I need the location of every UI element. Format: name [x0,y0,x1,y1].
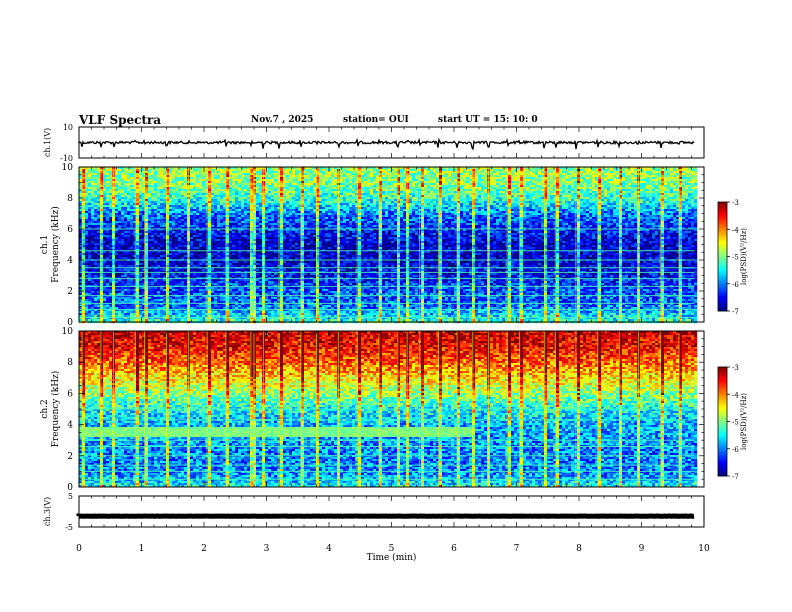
colorbar-label: log(PSD)(V²/Hz) [740,393,748,450]
station-label: station= OUI [343,115,409,125]
channel-1-spectrogram [79,167,698,324]
colorbar-tick-label: -4 [732,226,739,234]
colorbar-tick-label: -4 [732,391,739,399]
x-tick-label: 9 [639,544,645,554]
y-axis-label: ch.1 [40,235,50,254]
x-tick-label: 0 [76,544,82,554]
date-label: Nov.7 , 2025 [251,115,313,125]
y-tick-label: 10 [63,123,73,132]
x-tick-label: 2 [201,544,207,554]
y-tick-label: 5 [68,492,73,501]
y-tick-label: 8 [67,194,73,204]
y-tick-label: 2 [67,287,73,297]
y-tick-label: -5 [65,523,73,532]
colorbar-tick-label: -7 [732,308,739,316]
y-axis-label: ch.3(V) [43,497,52,526]
x-tick-label: 4 [326,544,332,554]
y-tick-label: 4 [67,256,73,266]
colorbar-1 [717,201,730,312]
colorbar-tick-label: -3 [732,199,739,207]
x-tick-label: 5 [389,544,395,554]
y-tick-label: 4 [67,421,73,431]
colorbar-tick-label: -5 [732,254,739,262]
x-tick-label: 3 [264,544,270,554]
channel-2-spectrogram [79,331,698,488]
y-axis-label: Frequency (kHz) [50,371,61,448]
chart-title: VLF Spectra [79,113,161,127]
y-tick-label: 2 [67,452,73,462]
y-axis-label: ch.1(V) [43,128,52,157]
start-time-label: start UT = 15: 10: 0 [438,115,538,125]
y-tick-label: 6 [67,225,73,235]
x-tick-label: 7 [514,544,520,554]
x-tick-label: 8 [576,544,582,554]
y-tick-label: 10 [62,163,74,173]
y-tick-label: 0 [67,318,73,328]
colorbar-2 [717,366,730,477]
y-tick-label: 0 [67,483,73,493]
x-tick-label: 10 [698,544,710,554]
channel-1-waveform [78,137,695,151]
colorbar-tick-label: -7 [732,473,739,481]
colorbar-tick-label: -6 [732,281,739,289]
y-axis-label: ch.2 [40,399,50,418]
y-axis-label: Frequency (kHz) [50,206,61,283]
colorbar-tick-label: -6 [732,446,739,454]
y-tick-label: 6 [67,389,73,399]
x-tick-label: 1 [139,544,145,554]
channel-1-waveform-trace [78,137,695,151]
colorbar-label: log(PSD)(V²/Hz) [740,228,748,285]
x-axis-label: Time (min) [367,552,417,563]
colorbar-tick-label: -5 [732,419,739,427]
colorbar-tick-label: -3 [732,364,739,372]
y-tick-label: 8 [67,358,73,368]
y-tick-label: -10 [60,154,73,163]
x-tick-label: 6 [451,544,457,554]
y-tick-label: 10 [62,327,74,337]
